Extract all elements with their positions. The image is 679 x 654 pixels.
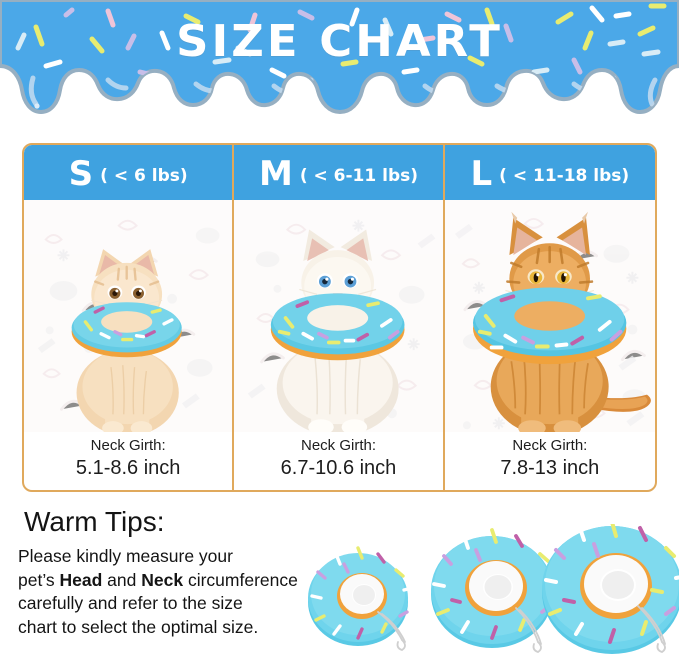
cat-photo-small (71, 249, 182, 432)
page-title: SIZE CHART (176, 16, 503, 67)
icing-drip-shape (0, 0, 679, 115)
warm-tips-section: Warm Tips: Please kindly measure your pe… (18, 506, 348, 639)
girth-cell-m: Neck Girth: 6.7-10.6 inch (234, 432, 442, 490)
girth-cell-s: Neck Girth: 5.1-8.6 inch (24, 432, 232, 490)
warm-tips-line-2-pre: pet’s (18, 569, 60, 590)
size-header-s: S ( < 6 lbs) (24, 145, 233, 200)
collar-size-illustrations (308, 524, 679, 654)
girth-value-s: 5.1-8.6 inch (75, 457, 181, 479)
girth-value-m: 6.7-10.6 inch (280, 457, 397, 479)
size-column-m: M ( < 6-11 lbs) (234, 145, 445, 490)
girth-label-s: Neck Girth: (90, 437, 166, 454)
warm-tips-bold-head: Head (59, 569, 103, 590)
size-header-l: L ( < 11-18 lbs) (444, 145, 655, 200)
size-column-s: S ( < 6 lbs) (24, 145, 235, 490)
size-photo-l (444, 200, 655, 432)
warm-tips-line-2: pet’s Head and Neck circumference (18, 569, 348, 593)
girth-cell-l: Neck Girth: 7.8-13 inch (445, 432, 655, 490)
size-weight-s: ( < 6 lbs) (100, 166, 188, 186)
size-photo-s (24, 200, 233, 432)
size-letter-s: S (68, 153, 94, 194)
warm-tips-bold-neck: Neck (141, 569, 184, 590)
warm-tips-body: Please kindly measure your pet’s Head an… (18, 545, 348, 639)
size-photo-m (234, 200, 443, 432)
donut-collar-medium (431, 528, 562, 653)
warm-tips-line-4: chart to select the optimal size. (18, 616, 259, 637)
size-header-m: M ( < 6-11 lbs) (234, 145, 443, 200)
warm-tips-line-1: Please kindly measure your (18, 546, 233, 566)
warm-tips-line-3: carefully and refer to the size (18, 593, 243, 613)
donut-collar-large (542, 524, 679, 654)
size-weight-l: ( < 11-18 lbs) (499, 166, 630, 186)
size-chart-table: S ( < 6 lbs) (22, 143, 657, 492)
warm-tips-line-2-mid: and (102, 569, 142, 590)
size-weight-m: ( < 6-11 lbs) (299, 166, 419, 186)
warm-tips-line-2-post: circumference (183, 569, 298, 590)
donut-collar-small (308, 546, 414, 651)
size-letter-m: M (258, 153, 293, 194)
donut-collar-on-cat-medium (271, 293, 405, 361)
size-column-l: L ( < 11-18 lbs) (444, 145, 655, 490)
girth-value-l: 7.8-13 inch (500, 457, 600, 479)
cat-photo-large (472, 211, 651, 432)
girth-label-m: Neck Girth: (300, 437, 376, 454)
girth-label-l: Neck Girth: (512, 437, 588, 454)
header-banner: SIZE CHART (0, 0, 679, 120)
size-letter-l: L (470, 153, 493, 194)
donut-collar-on-cat-large (472, 287, 627, 365)
donut-collar-on-cat-small (71, 302, 182, 358)
cat-photo-medium (271, 229, 405, 432)
warm-tips-title: Warm Tips: (24, 506, 165, 537)
